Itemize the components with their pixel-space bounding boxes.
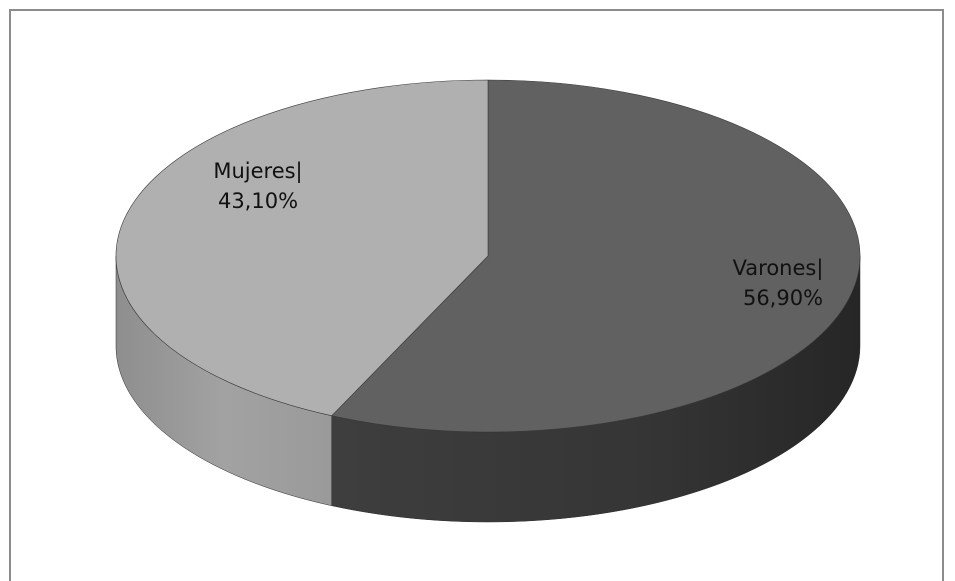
chart-frame bbox=[9, 9, 944, 581]
slice-label-mujeres-name: Mujeres| bbox=[213, 159, 302, 184]
slice-label-mujeres-value: 43,10% bbox=[218, 189, 298, 213]
slice-label-varones-name: Varones| bbox=[733, 256, 824, 281]
pie-tops bbox=[115, 79, 861, 433]
pie-labels: Varones| 56,90% Mujeres| 43,10% bbox=[213, 159, 823, 310]
slice-label-varones-value: 56,90% bbox=[743, 286, 823, 310]
slice-top-varones bbox=[331, 79, 861, 433]
slice-top-mujeres bbox=[115, 79, 489, 417]
